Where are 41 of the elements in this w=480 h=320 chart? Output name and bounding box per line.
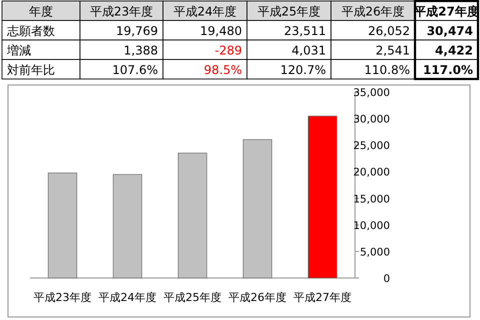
text: 4,422 xyxy=(435,43,473,58)
text: 平成25年度 xyxy=(257,4,321,18)
x-tick-label: 平成23年度 xyxy=(34,291,92,304)
y-tick-label: 10,000 xyxy=(353,220,390,232)
text: 志願者数 xyxy=(7,24,55,38)
text: 26,052 xyxy=(368,24,410,38)
y-tick-label: 0 xyxy=(383,273,390,285)
text: 平成23年度 xyxy=(90,4,154,18)
text: 23,511 xyxy=(284,24,326,38)
text: 年度 xyxy=(29,4,53,18)
y-tick-label: 30,000 xyxy=(353,114,390,126)
text: 110.8% xyxy=(364,62,410,77)
bar xyxy=(308,116,338,278)
y-tick-label: 15,000 xyxy=(353,193,390,206)
text: 4,031 xyxy=(292,43,326,58)
x-tick-label: 平成25年度 xyxy=(164,291,222,304)
y-tick-label: 25,000 xyxy=(353,140,390,152)
text: 98.5% xyxy=(204,62,242,77)
x-tick-label: 平成27年度 xyxy=(294,291,352,304)
text: 117.0% xyxy=(423,62,473,77)
bar xyxy=(242,139,272,278)
text: 107.6% xyxy=(112,62,158,77)
y-tick-label: 35,000 xyxy=(353,87,390,99)
text: 平成24年度 xyxy=(173,4,237,18)
text: 1,388 xyxy=(124,43,158,58)
text: 120.7% xyxy=(280,62,326,77)
text: 2,541 xyxy=(376,43,410,58)
y-tick-label: 5,000 xyxy=(360,246,390,258)
text: -289 xyxy=(214,43,242,58)
x-tick-label: 平成24年度 xyxy=(98,291,156,304)
bar xyxy=(48,172,78,278)
text: 対前年比 xyxy=(7,62,55,77)
text: 19,769 xyxy=(116,24,158,38)
y-tick-label: 20,000 xyxy=(353,166,390,179)
x-tick-label: 平成26年度 xyxy=(228,291,286,304)
bar xyxy=(112,174,142,278)
bar xyxy=(178,152,208,278)
text: 増減 xyxy=(6,43,31,58)
text: 19,480 xyxy=(200,24,242,38)
text: 平成26年度 xyxy=(341,4,405,18)
text: 30,474 xyxy=(426,24,473,38)
